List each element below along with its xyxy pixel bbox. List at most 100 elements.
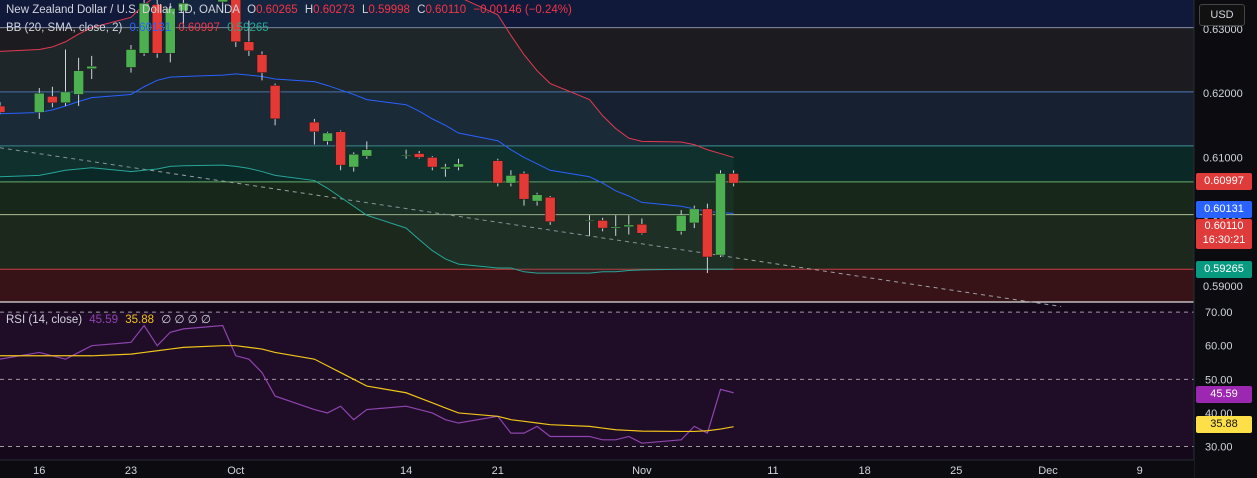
candle-body — [689, 208, 700, 224]
countdown-value: 16:30:21 — [1202, 234, 1246, 246]
time-tick-label: Dec — [1038, 465, 1058, 477]
candle-body — [597, 220, 608, 229]
bb-upper-value: 0.60997 — [178, 22, 220, 34]
candle-body — [34, 92, 45, 113]
time-tick-label: 16 — [33, 465, 45, 477]
candle-body — [230, 0, 242, 43]
rsi-tick-label: 30.00 — [1205, 442, 1233, 454]
bb-lower-value: 0.59265 — [227, 22, 269, 34]
candle-body — [335, 131, 346, 166]
price-zone — [0, 269, 1194, 302]
candle-body — [138, 2, 150, 54]
candle-body — [728, 173, 739, 184]
candle-body — [309, 121, 320, 132]
time-tick-label: 25 — [950, 465, 962, 477]
candle-body — [440, 166, 451, 170]
candle-body — [256, 54, 268, 73]
candle-body — [0, 105, 6, 113]
candle-body — [702, 208, 713, 258]
rsi-legend[interactable]: RSI (14, close) 45.59 35.88 ∅ ∅ ∅ ∅ — [6, 312, 215, 326]
last-price-tag: 0.60110 16:30:21 — [1196, 219, 1252, 249]
candle-body — [348, 153, 359, 168]
bb-basis-price-tag: 0.60131 — [1196, 201, 1252, 218]
candle-body — [492, 160, 504, 184]
bb-basis-value: 0.60131 — [129, 22, 172, 34]
time-tick-label: 11 — [767, 465, 778, 477]
low-value: 0.59998 — [368, 4, 410, 16]
candle-body — [165, 8, 176, 54]
bb-lower-line — [0, 164, 734, 274]
trend-line — [0, 147, 1062, 307]
time-tick-label: 21 — [492, 465, 504, 477]
candle-body — [322, 132, 333, 142]
candle-body — [453, 163, 464, 168]
bb-basis-line — [0, 73, 734, 214]
time-tick-label: 9 — [1137, 465, 1143, 477]
rsi-extra-values: ∅ ∅ ∅ ∅ — [161, 314, 211, 326]
candle-body — [86, 65, 97, 70]
candle-body — [584, 220, 595, 222]
price-zone — [0, 27, 1194, 92]
last-price-value: 0.60110 — [1204, 220, 1244, 232]
currency-button[interactable]: USD — [1199, 4, 1245, 26]
time-tick-label: 23 — [125, 465, 137, 477]
symbol-label[interactable]: New Zealand Dollar / U.S. Dollar, 1D, OA… — [6, 4, 240, 16]
candle-body — [125, 49, 137, 68]
price-tick-label: 0.63000 — [1203, 24, 1243, 36]
candle-body — [505, 175, 517, 184]
rsi-ma-value: 35.88 — [125, 314, 155, 326]
candle-body — [73, 70, 84, 95]
candle-body — [675, 215, 687, 232]
candle-body — [623, 224, 635, 228]
bb-lower-price-tag: 0.59265 — [1196, 261, 1252, 278]
time-tick-label: 18 — [858, 465, 870, 477]
rsi-ma-line — [0, 345, 734, 433]
candle-body — [151, 4, 163, 54]
price-tick-label: 0.62000 — [1203, 88, 1243, 100]
rsi-tick-label: 60.00 — [1205, 341, 1233, 353]
price-legend: New Zealand Dollar / U.S. Dollar, 1D, OA… — [6, 4, 576, 16]
rsi-label: RSI (14, close) — [6, 314, 83, 326]
candle-body — [243, 41, 255, 52]
candle-body — [178, 2, 189, 12]
candle-body — [531, 194, 543, 202]
bb-label: BB (20, SMA, close, 2) — [6, 22, 123, 34]
time-tick-label: 14 — [400, 465, 412, 477]
candle-body — [427, 157, 438, 168]
candle-body — [610, 226, 621, 229]
candle-body — [518, 173, 530, 200]
rsi-tick-label: 50.00 — [1205, 374, 1233, 386]
price-zone — [0, 214, 1194, 270]
price-zone — [0, 181, 1194, 215]
rsi-value: 45.59 — [89, 314, 119, 326]
change-value: −0.00146 (−0.24%) — [473, 4, 572, 16]
candle-body — [269, 85, 281, 120]
low-label: L — [361, 4, 369, 16]
time-tick-label: Nov — [632, 465, 652, 477]
candle-body — [413, 153, 425, 158]
candle-body — [400, 154, 412, 157]
candle-body — [544, 197, 556, 222]
candle-body — [47, 96, 58, 104]
bb-legend[interactable]: BB (20, SMA, close, 2) 0.60131 0.60997 0… — [6, 22, 273, 34]
candle-body — [217, 0, 228, 3]
candle-body — [361, 149, 373, 157]
candle-body — [60, 91, 71, 104]
high-value: 0.60273 — [313, 4, 355, 16]
candle-body — [715, 173, 726, 256]
candle-body — [636, 224, 648, 234]
rsi-value-tag: 45.59 — [1196, 386, 1252, 403]
time-tick-label: Oct — [227, 465, 244, 477]
open-label: O — [247, 4, 257, 16]
close-value: 0.60110 — [425, 4, 467, 16]
close-label: C — [417, 4, 426, 16]
rsi-tick-label: 70.00 — [1205, 307, 1233, 319]
rsi-line — [0, 324, 734, 444]
open-value: 0.60265 — [256, 4, 298, 16]
time-axis-background — [0, 460, 1194, 478]
price-tick-label: 0.61000 — [1203, 152, 1243, 164]
price-tick-label: 0.59000 — [1203, 281, 1243, 293]
high-label: H — [304, 4, 314, 16]
price-zone — [0, 91, 1194, 146]
